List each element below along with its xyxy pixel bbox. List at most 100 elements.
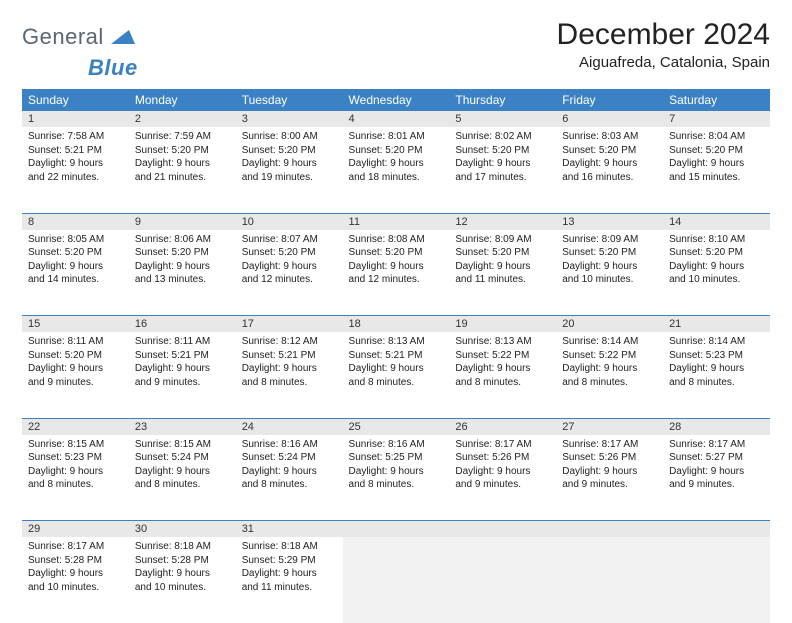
sunset-text: Sunset: 5:22 PM: [562, 349, 657, 363]
daylight-text: and 22 minutes.: [28, 171, 123, 185]
daylight-text: Daylight: 9 hours: [562, 157, 657, 171]
day-header-row: Sunday Monday Tuesday Wednesday Thursday…: [22, 89, 770, 111]
sunset-text: Sunset: 5:20 PM: [135, 144, 230, 158]
day-cell: [663, 537, 770, 623]
sunset-text: Sunset: 5:27 PM: [669, 451, 764, 465]
sunrise-text: Sunrise: 8:08 AM: [349, 233, 444, 247]
daylight-text: and 16 minutes.: [562, 171, 657, 185]
daylight-text: Daylight: 9 hours: [242, 260, 337, 274]
day-number: 7: [663, 111, 770, 127]
day-cell: Sunrise: 8:18 AMSunset: 5:29 PMDaylight:…: [236, 537, 343, 623]
day-cell: Sunrise: 8:17 AMSunset: 5:27 PMDaylight:…: [663, 435, 770, 521]
daylight-text: and 9 minutes.: [669, 478, 764, 492]
daylight-text: and 14 minutes.: [28, 273, 123, 287]
daylight-text: and 17 minutes.: [455, 171, 550, 185]
sunset-text: Sunset: 5:23 PM: [669, 349, 764, 363]
content-row: Sunrise: 8:15 AM Sunset: 5:23 PM Daylight:…: [22, 435, 770, 521]
sunset-text: Sunset: 5:22 PM: [455, 349, 550, 363]
day-cell: Sunrise: 8:14 AMSunset: 5:23 PMDaylight:…: [663, 332, 770, 418]
sunrise-text: Sunrise: 8:14 AM: [562, 335, 657, 349]
sunrise-text: Sunrise: 8:18 AM: [135, 540, 230, 554]
sunrise-text: Sunrise: 8:15 AM: [135, 438, 230, 452]
day-number: 12: [449, 213, 556, 230]
daynum-row: 293031: [22, 521, 770, 538]
sunrise-text: Sunrise: 8:13 AM: [455, 335, 550, 349]
daylight-text: Daylight: 9 hours: [28, 567, 123, 581]
daylight-text: and 9 minutes.: [28, 376, 123, 390]
sunset-text: Sunset: 5:28 PM: [135, 554, 230, 568]
day-cell: Sunrise: 8:15 AMSunset: 5:23 PMDaylight:…: [22, 435, 129, 521]
brand-sail-icon: [111, 30, 135, 44]
content-row: Sunrise: 8:17 AM Sunset: 5:28 PM Daylight:…: [22, 537, 770, 623]
sunset-text: Sunset: 5:20 PM: [242, 144, 337, 158]
sunrise-text: Sunrise: 8:12 AM: [242, 335, 337, 349]
day-header: Wednesday: [343, 89, 450, 111]
sunrise-text: Sunrise: 8:00 AM: [242, 130, 337, 144]
daylight-text: Daylight: 9 hours: [349, 362, 444, 376]
daylight-text: and 19 minutes.: [242, 171, 337, 185]
daylight-text: Daylight: 9 hours: [28, 157, 123, 171]
daylight-text: and 11 minutes.: [455, 273, 550, 287]
sunrise-text: Sunrise: 7:59 AM: [135, 130, 230, 144]
daylight-text: and 10 minutes.: [28, 581, 123, 595]
day-cell: Sunrise: 8:08 AMSunset: 5:20 PMDaylight:…: [343, 230, 450, 316]
content-row: Sunrise: 8:11 AMSunset: 5:20 PMDaylight:…: [22, 332, 770, 418]
day-cell: Sunrise: 8:01 AMSunset: 5:20 PMDaylight:…: [343, 127, 450, 213]
day-number: 18: [343, 316, 450, 333]
day-cell: Sunrise: 8:12 AMSunset: 5:21 PMDaylight:…: [236, 332, 343, 418]
daylight-text: Daylight: 9 hours: [562, 465, 657, 479]
brand-logo: General: [22, 18, 135, 50]
sunrise-text: Sunrise: 8:02 AM: [455, 130, 550, 144]
sunset-text: Sunset: 5:20 PM: [669, 144, 764, 158]
day-header: Friday: [556, 89, 663, 111]
daylight-text: and 8 minutes.: [135, 478, 230, 492]
day-cell: Sunrise: 8:06 AMSunset: 5:20 PMDaylight:…: [129, 230, 236, 316]
day-number: 5: [449, 111, 556, 127]
day-header: Tuesday: [236, 89, 343, 111]
sunrise-text: Sunrise: 8:16 AM: [242, 438, 337, 452]
day-cell: Sunrise: 8:11 AMSunset: 5:20 PMDaylight:…: [22, 332, 129, 418]
sunset-text: Sunset: 5:24 PM: [242, 451, 337, 465]
daynum-row: 15161718192021: [22, 316, 770, 333]
sunrise-text: Sunrise: 8:17 AM: [28, 540, 123, 554]
sunset-text: Sunset: 5:20 PM: [455, 144, 550, 158]
daylight-text: and 21 minutes.: [135, 171, 230, 185]
daylight-text: Daylight: 9 hours: [242, 362, 337, 376]
day-number: 15: [22, 316, 129, 333]
day-number: 6: [556, 111, 663, 127]
brand-part2: Blue: [88, 55, 138, 80]
daylight-text: Daylight: 9 hours: [669, 260, 764, 274]
daylight-text: and 8 minutes.: [349, 376, 444, 390]
sunset-text: Sunset: 5:21 PM: [349, 349, 444, 363]
sunset-text: Sunset: 5:23 PM: [28, 451, 123, 465]
daynum-row: 891011121314: [22, 213, 770, 230]
day-cell: Sunrise: 8:02 AMSunset: 5:20 PMDaylight:…: [449, 127, 556, 213]
sunset-text: Sunset: 5:20 PM: [28, 246, 123, 260]
sunset-text: Sunset: 5:20 PM: [349, 144, 444, 158]
daylight-text: Daylight: 9 hours: [135, 157, 230, 171]
daylight-text: Daylight: 9 hours: [28, 362, 123, 376]
daylight-text: Daylight: 9 hours: [135, 362, 230, 376]
day-number: 8: [22, 213, 129, 230]
location-label: Aiguafreda, Catalonia, Spain: [557, 54, 770, 71]
day-cell: Sunrise: 8:13 AMSunset: 5:21 PMDaylight:…: [343, 332, 450, 418]
sunrise-text: Sunrise: 8:01 AM: [349, 130, 444, 144]
content-row: Sunrise: 8:05 AMSunset: 5:20 PMDaylight:…: [22, 230, 770, 316]
day-cell: Sunrise: 8:16 AMSunset: 5:24 PMDaylight:…: [236, 435, 343, 521]
daylight-text: and 10 minutes.: [562, 273, 657, 287]
daylight-text: Daylight: 9 hours: [135, 465, 230, 479]
sunrise-text: Sunrise: 8:04 AM: [669, 130, 764, 144]
daylight-text: Daylight: 9 hours: [455, 260, 550, 274]
day-cell: Sunrise: 8:17 AMSunset: 5:26 PMDaylight:…: [449, 435, 556, 521]
day-cell: [556, 537, 663, 623]
day-header: Saturday: [663, 89, 770, 111]
day-number: 20: [556, 316, 663, 333]
daylight-text: Daylight: 9 hours: [135, 260, 230, 274]
day-cell: Sunrise: 8:09 AMSunset: 5:20 PMDaylight:…: [556, 230, 663, 316]
sunset-text: Sunset: 5:20 PM: [455, 246, 550, 260]
day-cell: Sunrise: 7:58 AMSunset: 5:21 PMDaylight:…: [22, 127, 129, 213]
sunrise-text: Sunrise: 8:13 AM: [349, 335, 444, 349]
day-number: 29: [22, 521, 129, 538]
month-title: December 2024: [557, 18, 770, 52]
day-number: 4: [343, 111, 450, 127]
